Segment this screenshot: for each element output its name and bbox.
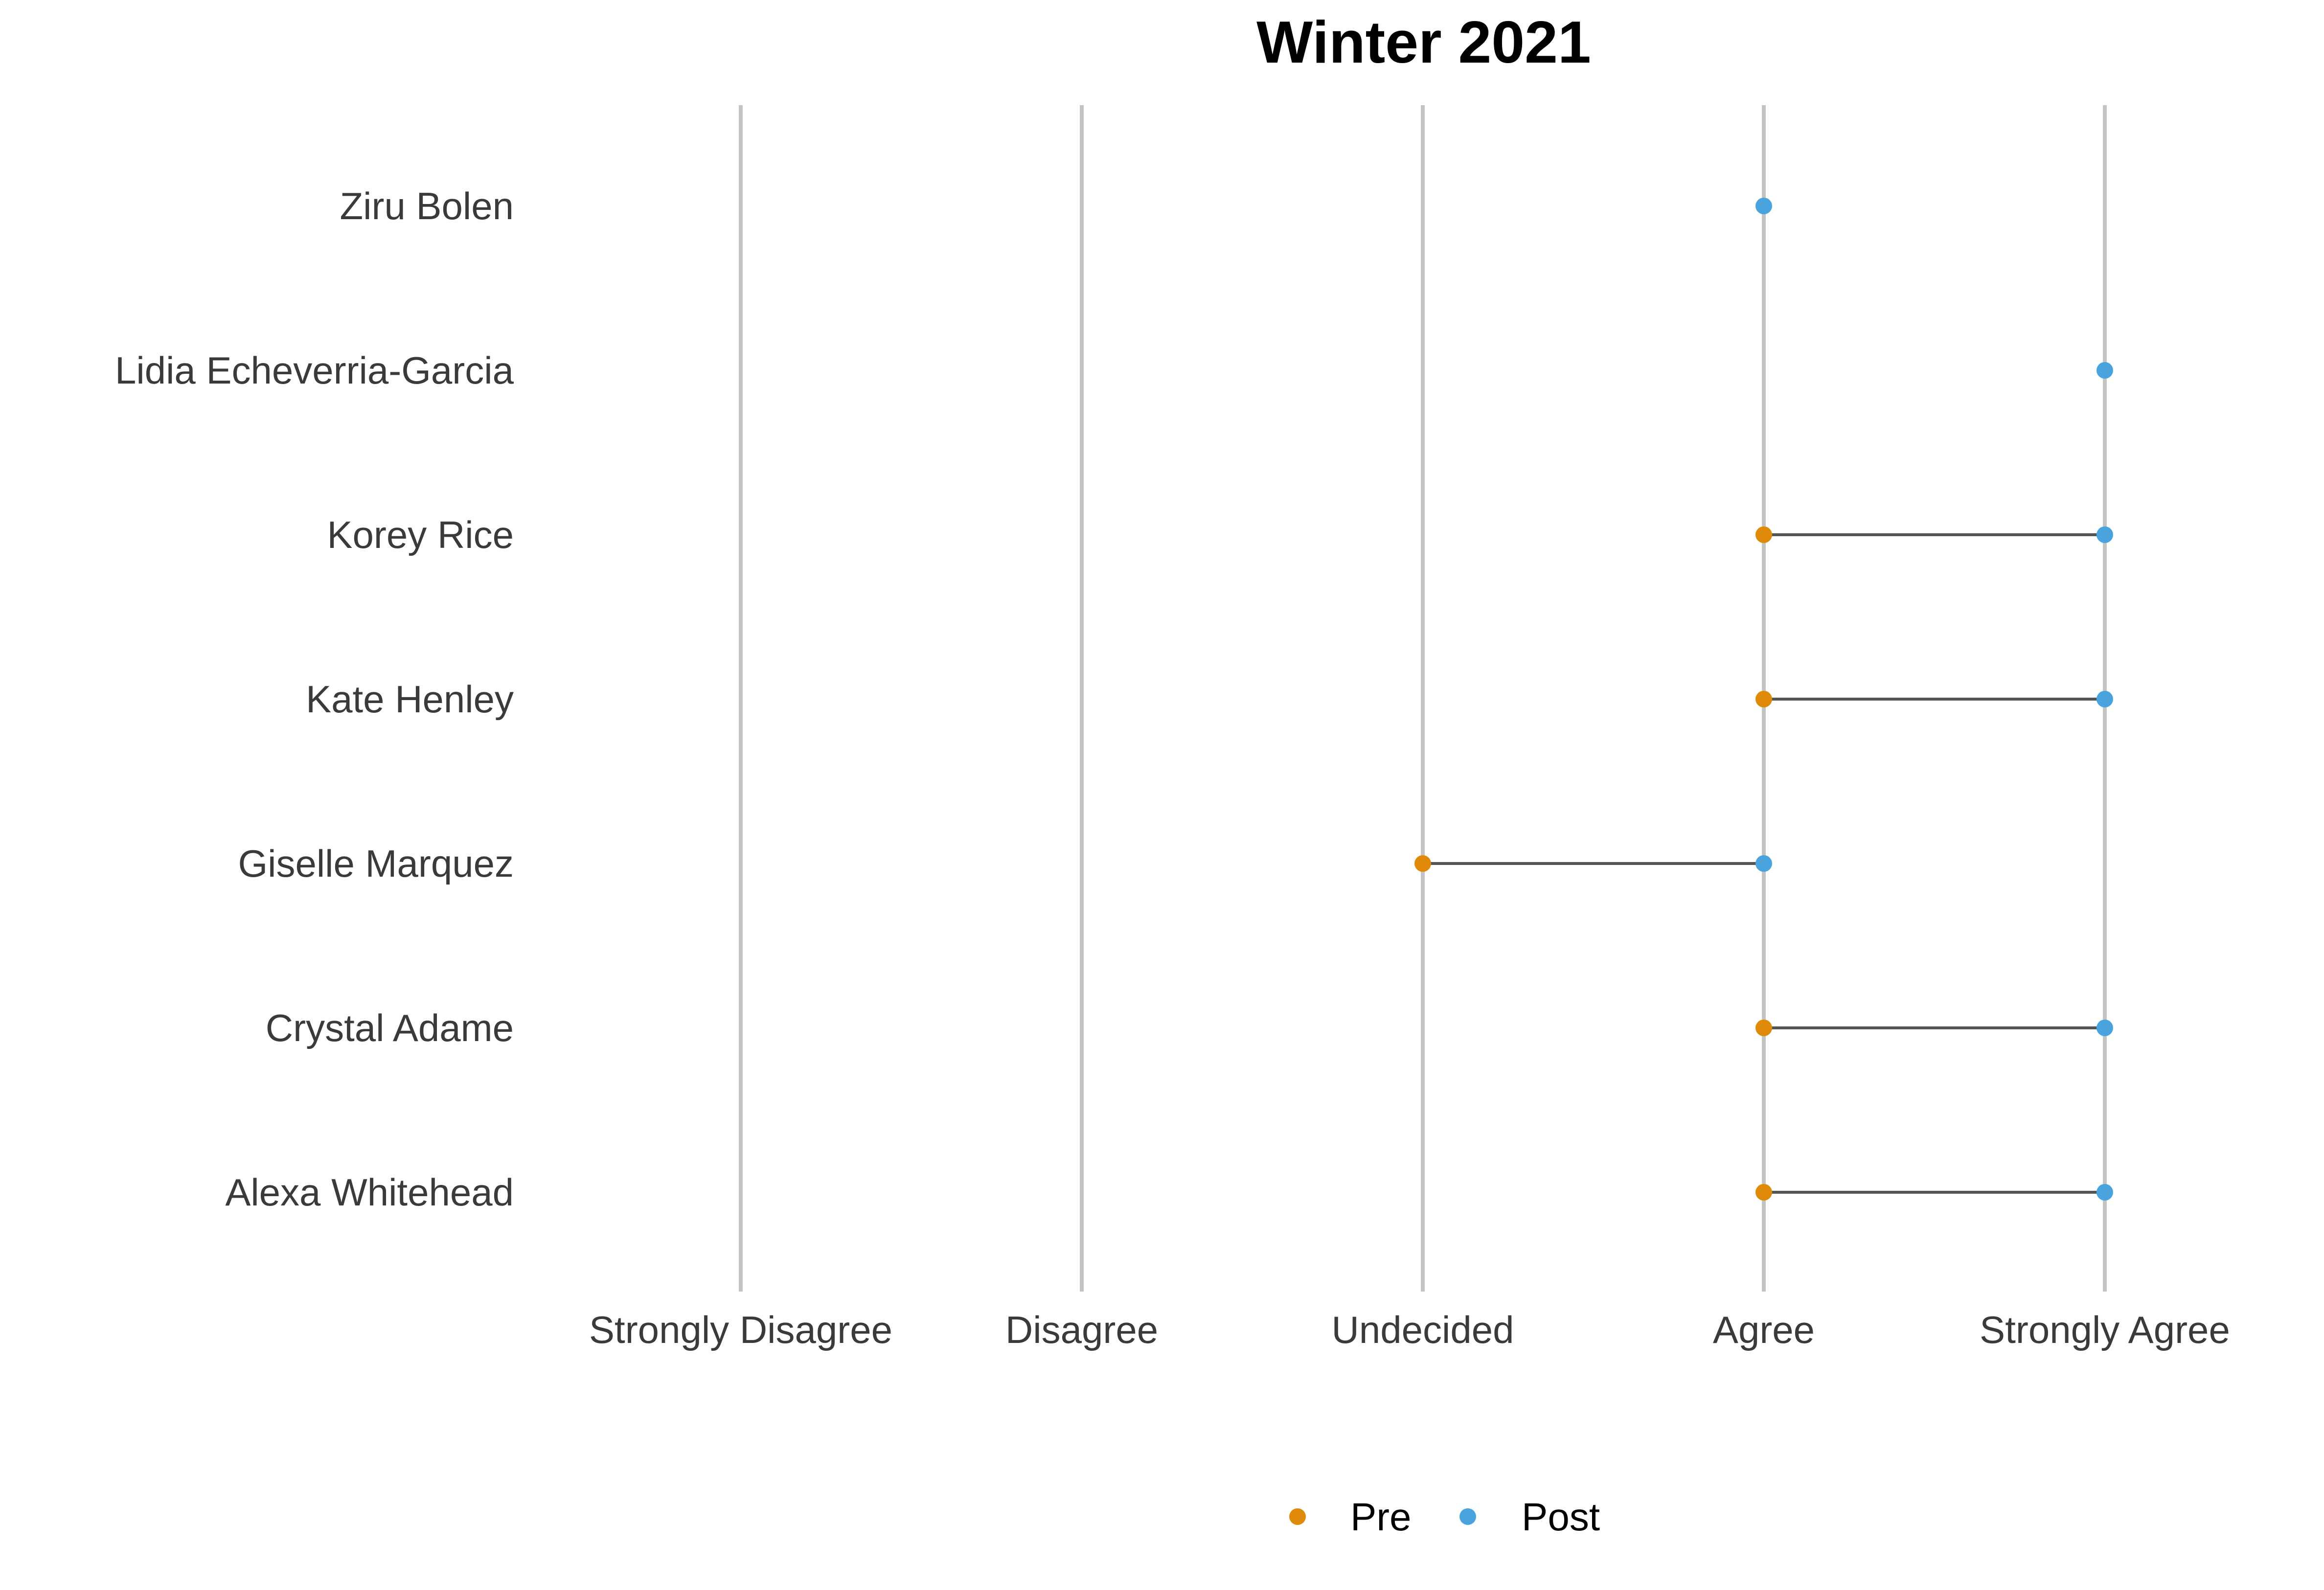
legend-key-post: [1459, 1508, 1476, 1525]
point-post-alexa-whitehead: [2096, 1184, 2113, 1201]
row-label-giselle-marquez: Giselle Marquez: [238, 842, 514, 885]
data-points: [1414, 198, 2113, 1201]
point-post-lidia-echeverria-garcia: [2096, 362, 2113, 379]
point-post-crystal-adame: [2096, 1020, 2113, 1036]
tick-label-strongly-disagree: Strongly Disagree: [589, 1308, 892, 1351]
chart-title: Winter 2021: [1256, 9, 1591, 75]
connector-lines: [1423, 533, 2105, 1194]
tick-label-undecided: Undecided: [1332, 1308, 1514, 1351]
x-axis-tick-labels: Strongly Disagree Disagree Undecided Agree S…: [589, 1308, 2230, 1351]
row-label-crystal-adame: Crystal Adame: [266, 1006, 514, 1049]
legend-label-post: Post: [1522, 1495, 1600, 1539]
row-label-kate-henley: Kate Henley: [306, 678, 514, 721]
row-label-lidia-echeverria-garcia: Lidia Echeverria-Garcia: [115, 349, 514, 392]
point-pre-giselle-marquez: [1414, 855, 1431, 872]
point-post-kate-henley: [2096, 691, 2113, 707]
row-label-ziru-bolen: Ziru Bolen: [340, 184, 514, 227]
row-label-korey-rice: Korey Rice: [327, 513, 514, 556]
tick-label-disagree: Disagree: [1005, 1308, 1158, 1351]
row-labels: Ziru Bolen Lidia Echeverria-Garcia Korey R…: [115, 184, 514, 1214]
legend-key-pre: [1289, 1508, 1306, 1525]
point-pre-korey-rice: [1755, 526, 1772, 543]
point-post-ziru-bolen: [1755, 198, 1772, 214]
tick-label-agree: Agree: [1713, 1308, 1815, 1351]
tick-label-strongly-agree: Strongly Agree: [1980, 1308, 2230, 1351]
point-pre-kate-henley: [1755, 691, 1772, 707]
legend: Pre Post: [1289, 1495, 1600, 1539]
row-label-alexa-whitehead: Alexa Whitehead: [225, 1171, 514, 1214]
point-pre-crystal-adame: [1755, 1020, 1772, 1036]
point-post-giselle-marquez: [1755, 855, 1772, 872]
legend-label-pre: Pre: [1350, 1495, 1412, 1539]
point-post-korey-rice: [2096, 526, 2113, 543]
point-pre-alexa-whitehead: [1755, 1184, 1772, 1201]
